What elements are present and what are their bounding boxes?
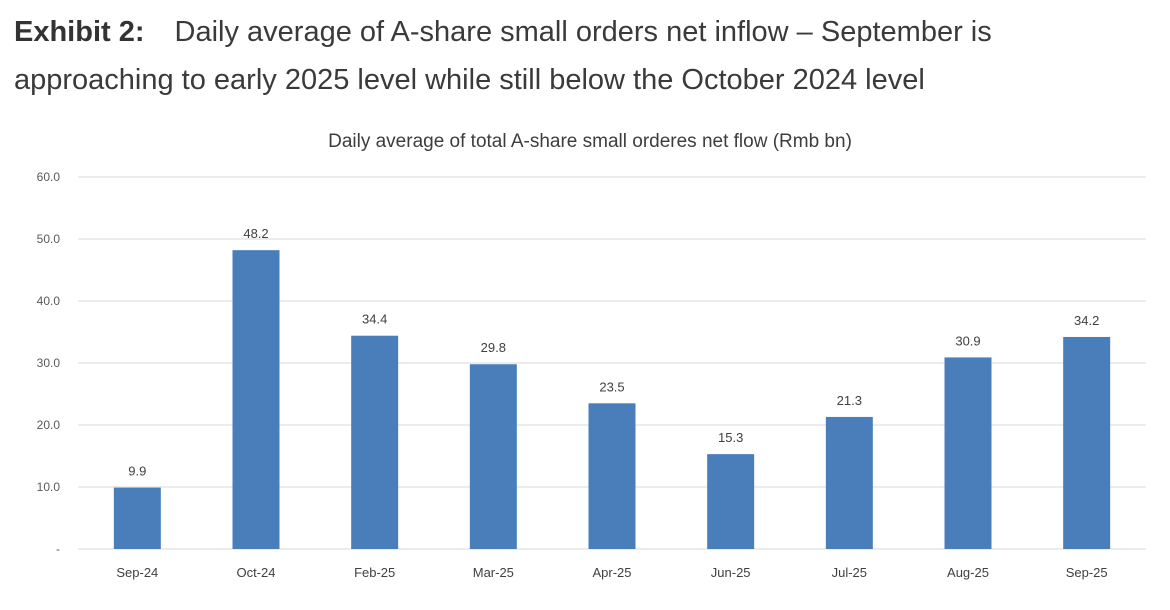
x-tick-label: Sep-24 xyxy=(116,565,158,580)
bar-apr-25 xyxy=(588,403,636,549)
data-label: 30.9 xyxy=(955,333,980,348)
data-label: 48.2 xyxy=(243,226,268,241)
data-label: 21.3 xyxy=(837,393,862,408)
y-tick-label: 30.0 xyxy=(37,356,61,370)
bar-mar-25 xyxy=(469,364,517,549)
data-label: 34.2 xyxy=(1074,313,1099,328)
data-label: 29.8 xyxy=(481,340,506,355)
bar-jul-25 xyxy=(825,416,873,549)
exhibit-title: Daily average of A-share small orders ne… xyxy=(14,16,992,96)
bar-oct-24 xyxy=(232,250,280,549)
y-tick-label: 40.0 xyxy=(37,294,61,308)
y-tick-label: - xyxy=(56,542,60,556)
bar-jun-25 xyxy=(707,454,755,549)
x-tick-label: Feb-25 xyxy=(354,565,395,580)
bar-sep-24 xyxy=(113,487,161,549)
bar-aug-25 xyxy=(944,357,992,549)
bar-sep-25 xyxy=(1063,336,1111,549)
exhibit-label: Exhibit 2: xyxy=(14,16,145,48)
bar-feb-25 xyxy=(351,335,399,549)
x-tick-label: Sep-25 xyxy=(1066,565,1108,580)
data-label: 34.4 xyxy=(362,312,387,327)
data-label: 15.3 xyxy=(718,430,743,445)
x-tick-label: Mar-25 xyxy=(473,565,514,580)
data-label: 9.9 xyxy=(128,464,146,479)
y-tick-label: 10.0 xyxy=(37,480,61,494)
chart-title: Daily average of total A-share small ord… xyxy=(328,131,852,152)
x-tick-label: Aug-25 xyxy=(947,565,989,580)
x-tick-label: Jul-25 xyxy=(832,565,867,580)
data-label: 23.5 xyxy=(599,379,624,394)
y-tick-label: 60.0 xyxy=(37,170,61,184)
x-tick-label: Jun-25 xyxy=(711,565,751,580)
y-tick-label: 20.0 xyxy=(37,418,61,432)
y-tick-label: 50.0 xyxy=(37,232,61,246)
x-tick-label: Oct-24 xyxy=(236,565,275,580)
x-tick-label: Apr-25 xyxy=(592,565,631,580)
exhibit-heading: Exhibit 2: Daily average of A-share small… xyxy=(14,8,1154,104)
